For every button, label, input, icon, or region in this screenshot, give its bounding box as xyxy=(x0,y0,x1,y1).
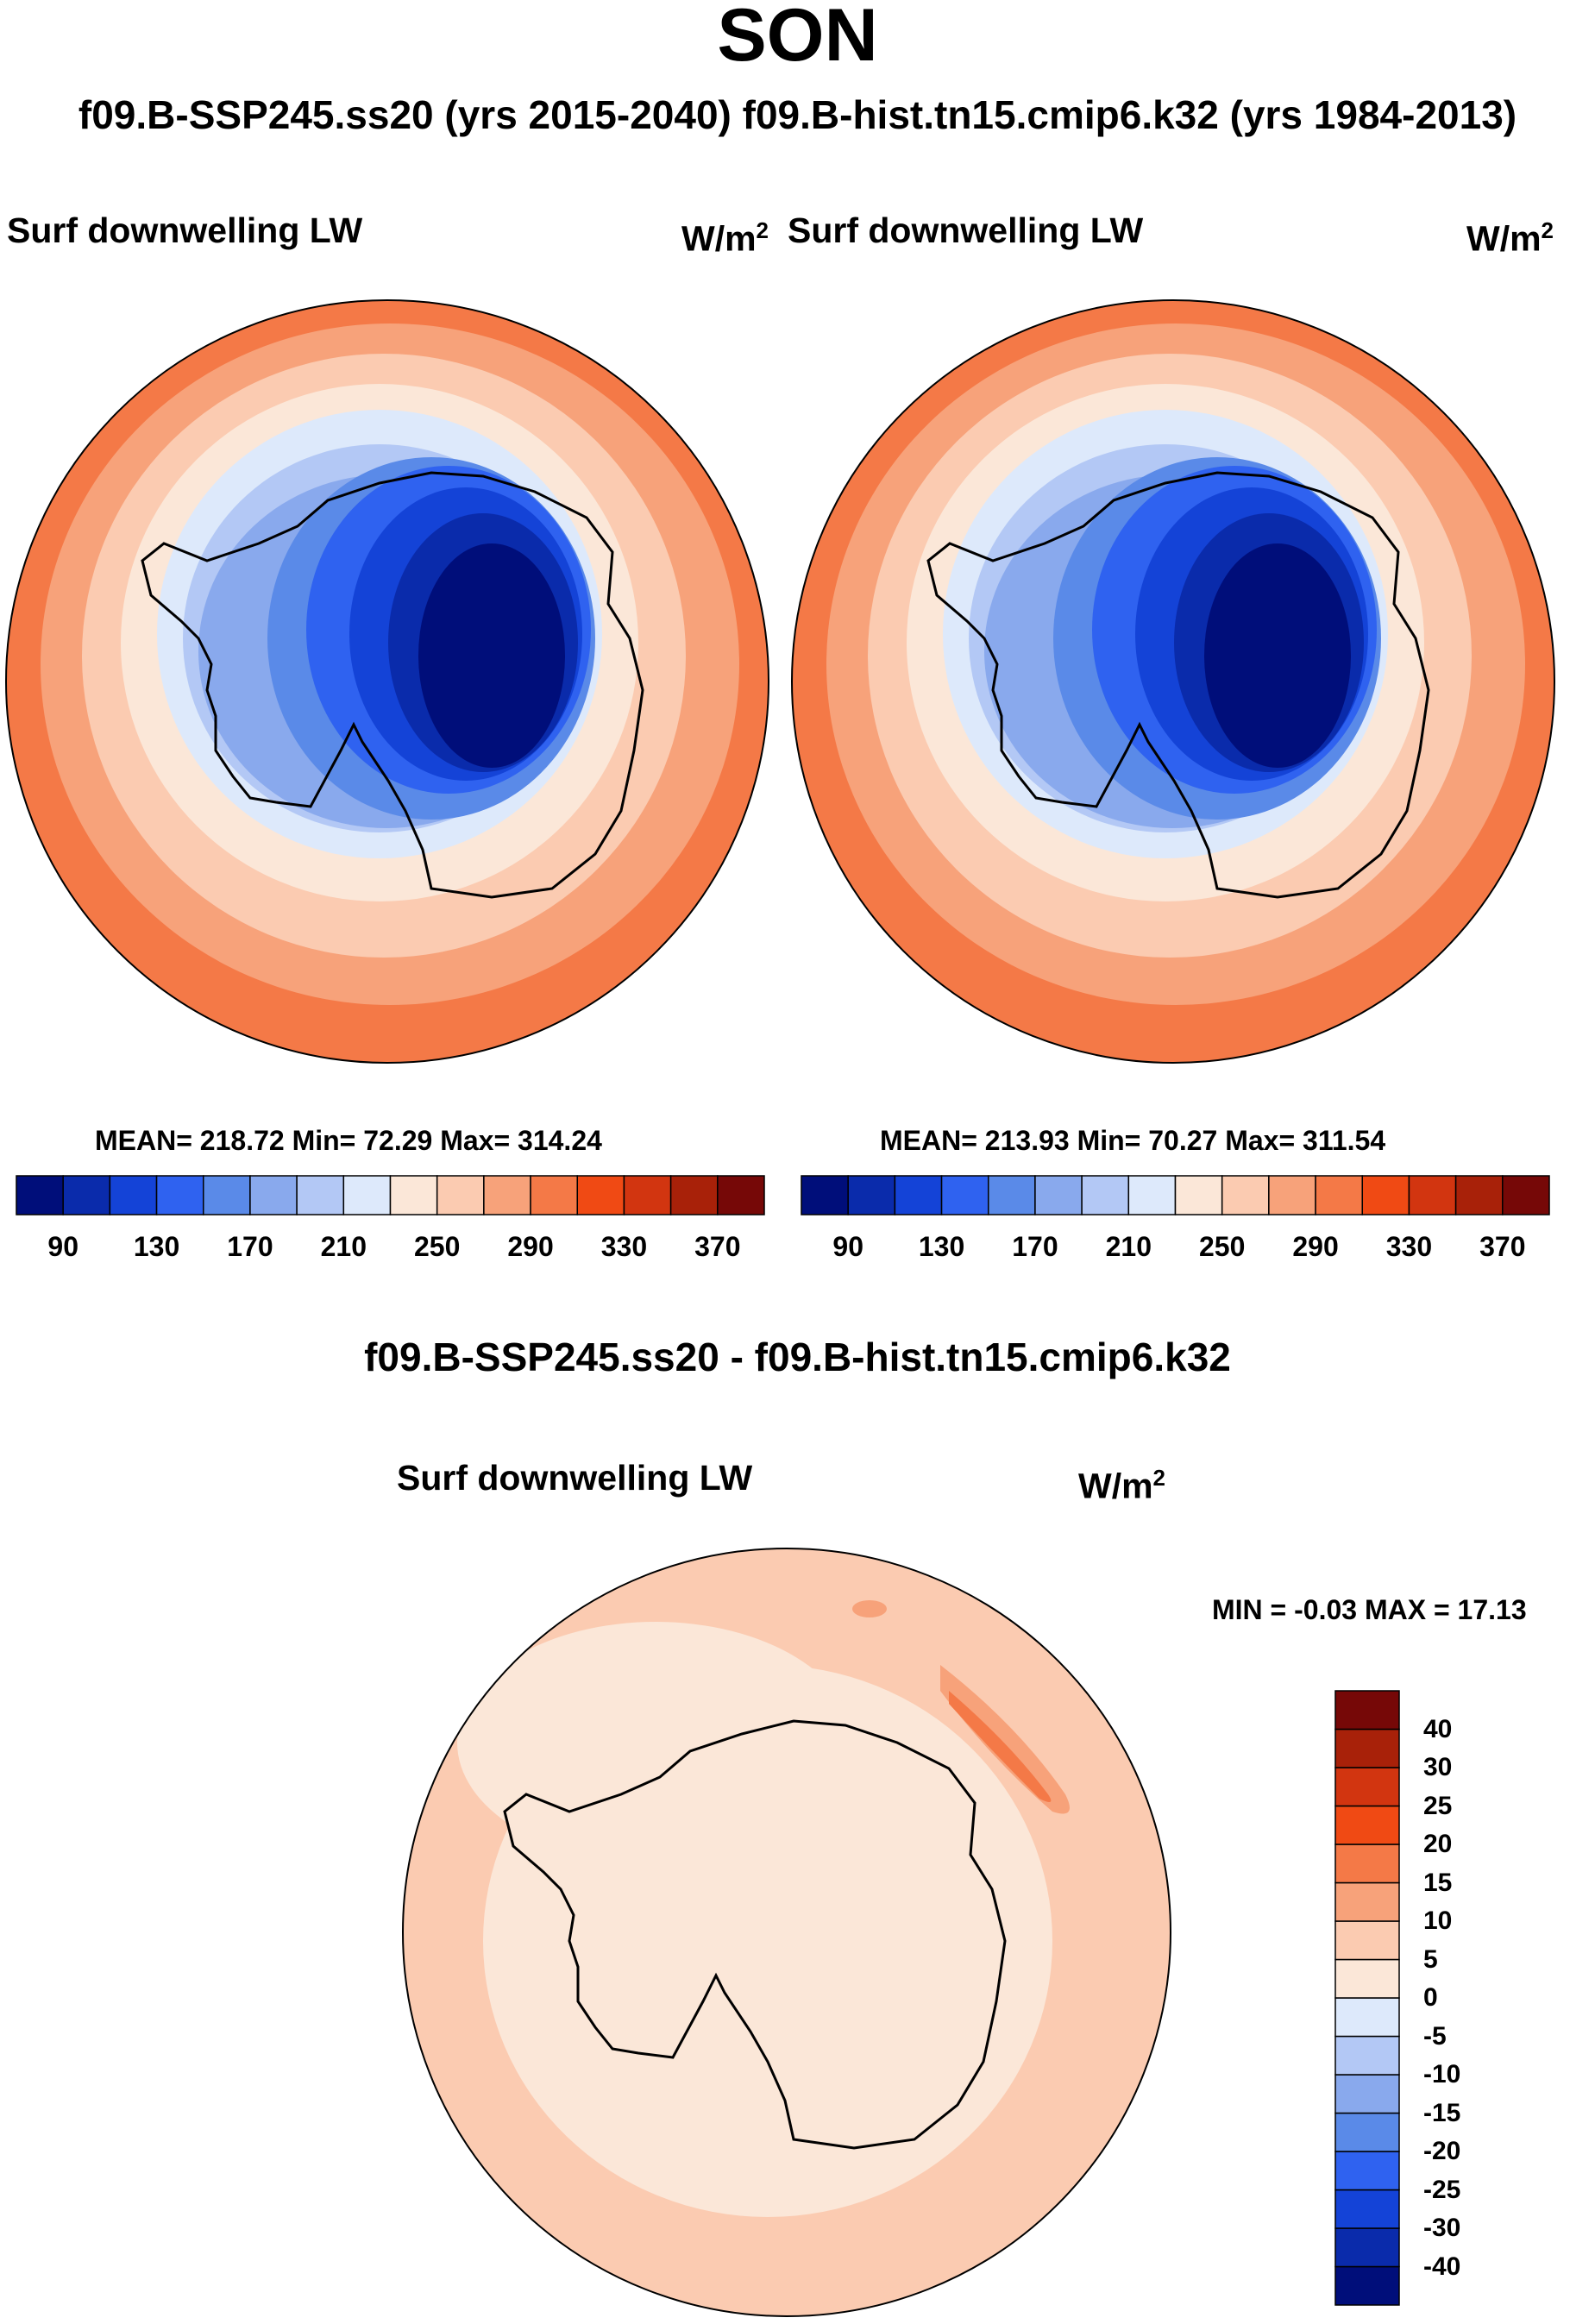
right-colorbar-tick-label: 170 xyxy=(1012,1231,1058,1262)
left-colorbar-tick-label: 210 xyxy=(320,1231,367,1262)
right-colorbar-tick-label: 250 xyxy=(1198,1231,1246,1262)
diff-colorbar-tick-label: -10 xyxy=(1423,2060,1461,2088)
right-variable-title: Surf downwelling LW xyxy=(788,210,1144,250)
right-colorbar-swatch xyxy=(940,1175,989,1215)
diff-colorbar-swatch xyxy=(1334,2074,1400,2114)
right-colorbar-swatch xyxy=(1454,1175,1504,1215)
diff-colorbar-swatch xyxy=(1334,2151,1400,2191)
right-colorbar-swatch xyxy=(894,1175,943,1215)
diff-colorbar-swatch xyxy=(1334,2227,1400,2268)
diff-colorbar-tick-label: -15 xyxy=(1423,2098,1461,2127)
difference-title: f09.B-SSP245.ss20 - f09.B-hist.tn15.cmip… xyxy=(364,1335,1231,1379)
left-colorbar-tick-label: 250 xyxy=(413,1231,461,1262)
right-map-coastline xyxy=(926,471,1430,899)
diff-colorbar-tick-label: 0 xyxy=(1423,1983,1438,2012)
figure-subtitle: f09.B-SSP245.ss20 (yrs 2015-2040) f09.B-… xyxy=(78,92,1517,137)
diff-colorbar-swatch xyxy=(1334,2112,1400,2152)
diff-colorbar-tick-label: -5 xyxy=(1423,2021,1447,2051)
diff-colorbar-swatch xyxy=(1334,2035,1400,2076)
left-map-coastline xyxy=(141,471,644,899)
diff-colorbar-tick-label: -30 xyxy=(1423,2214,1461,2242)
left-colorbar-tick-label: 370 xyxy=(694,1231,741,1262)
right-colorbar-swatch xyxy=(1408,1175,1457,1215)
right-colorbar-tick-label: 130 xyxy=(918,1231,965,1262)
left-units: W/m2 xyxy=(681,217,769,259)
diff-colorbar-tick-label: 15 xyxy=(1423,1868,1453,1897)
left-colorbar-swatch xyxy=(249,1175,298,1215)
right-map-band-90 xyxy=(1204,543,1351,768)
right-stats: MEAN= 213.93 Min= 70.27 Max= 311.54 xyxy=(880,1125,1386,1156)
diff-colorbar-swatch xyxy=(1334,1805,1400,1845)
left-colorbar-tick-label: 170 xyxy=(227,1231,273,1262)
diff-colorbar-swatch xyxy=(1334,2189,1400,2229)
diff-map-band-0-5-north xyxy=(457,1622,854,1863)
diff-colorbar-tick-label: 30 xyxy=(1423,1753,1453,1781)
diff-colorbar-tick-label: 5 xyxy=(1423,1944,1438,1974)
diff-colorbar-tick-label: -20 xyxy=(1423,2137,1461,2165)
left-colorbar-swatch xyxy=(576,1175,625,1215)
right-colorbar-swatch xyxy=(1502,1175,1550,1215)
diff-colorbar-swatch xyxy=(1334,1728,1400,1768)
diff-units: W/m2 xyxy=(1078,1465,1166,1506)
diff-colorbar-swatch xyxy=(1334,1767,1400,1807)
diff-colorbar-swatch xyxy=(1334,1997,1400,2038)
diff-colorbar-tick-label: 10 xyxy=(1423,1906,1453,1935)
diff-colorbar-tick-label: -25 xyxy=(1423,2175,1461,2204)
right-colorbar-tick-label: 290 xyxy=(1292,1231,1339,1262)
right-colorbar-swatch xyxy=(1081,1175,1130,1215)
diff-colorbar-swatch xyxy=(1334,2265,1400,2306)
right-colorbar-tick-label: 90 xyxy=(832,1231,863,1262)
diff-variable-title: Surf downwelling LW xyxy=(397,1458,753,1498)
right-colorbar-tick-label: 210 xyxy=(1105,1231,1152,1262)
right-colorbar-tick-label: 330 xyxy=(1385,1231,1433,1262)
diff-map-band-15-20 xyxy=(949,1691,1052,1802)
diff-colorbar-swatch xyxy=(1334,1843,1400,1884)
diff-colorbar-swatch xyxy=(1334,1881,1400,1922)
left-colorbar-swatch xyxy=(389,1175,438,1215)
diff-stats: MIN = -0.03 MAX = 17.13 xyxy=(1212,1594,1527,1625)
right-colorbar-swatch xyxy=(988,1175,1036,1215)
left-colorbar-swatch xyxy=(669,1175,719,1215)
left-colorbar-swatch xyxy=(717,1175,765,1215)
left-colorbar-swatch xyxy=(16,1175,64,1215)
diff-map-border xyxy=(402,1548,1171,2317)
left-map-band-90 xyxy=(418,543,565,768)
right-map-border xyxy=(791,299,1555,1064)
diff-map-coastline xyxy=(503,1719,1007,2150)
diff-map-band-10-15-small xyxy=(852,1600,887,1617)
diff-map-band-10-15 xyxy=(940,1665,1070,1814)
diff-colorbar-swatch xyxy=(1334,1920,1400,1961)
diff-colorbar-swatch xyxy=(1334,1958,1400,1999)
left-variable-title: Surf downwelling LW xyxy=(7,210,363,250)
left-colorbar-swatch xyxy=(62,1175,111,1215)
figure-title: SON xyxy=(717,0,878,77)
left-stats: MEAN= 218.72 Min= 72.29 Max= 314.24 xyxy=(95,1125,602,1156)
left-map-border xyxy=(5,299,769,1064)
right-colorbar-swatch xyxy=(847,1175,896,1215)
diff-colorbar-tick-label: 25 xyxy=(1423,1791,1453,1820)
left-colorbar-tick-label: 90 xyxy=(47,1231,78,1262)
diff-colorbar-tick-label: -40 xyxy=(1423,2252,1461,2281)
left-colorbar-tick-label: 290 xyxy=(507,1231,554,1262)
right-units: W/m2 xyxy=(1466,217,1554,259)
left-colorbar-swatch xyxy=(296,1175,345,1215)
left-colorbar-swatch xyxy=(155,1175,204,1215)
left-colorbar-swatch xyxy=(530,1175,578,1215)
right-colorbar-tick-label: 370 xyxy=(1479,1231,1526,1262)
diff-colorbar-swatch xyxy=(1334,1690,1400,1730)
diff-colorbar-tick-label: 40 xyxy=(1423,1714,1453,1743)
right-colorbar-swatch xyxy=(801,1175,849,1215)
left-colorbar-tick-label: 130 xyxy=(133,1231,180,1262)
left-colorbar-swatch xyxy=(436,1175,485,1215)
left-colorbar-swatch xyxy=(483,1175,531,1215)
left-colorbar-swatch xyxy=(109,1175,158,1215)
diff-colorbar-tick-label: 20 xyxy=(1423,1830,1453,1858)
left-colorbar-tick-label: 330 xyxy=(600,1231,648,1262)
